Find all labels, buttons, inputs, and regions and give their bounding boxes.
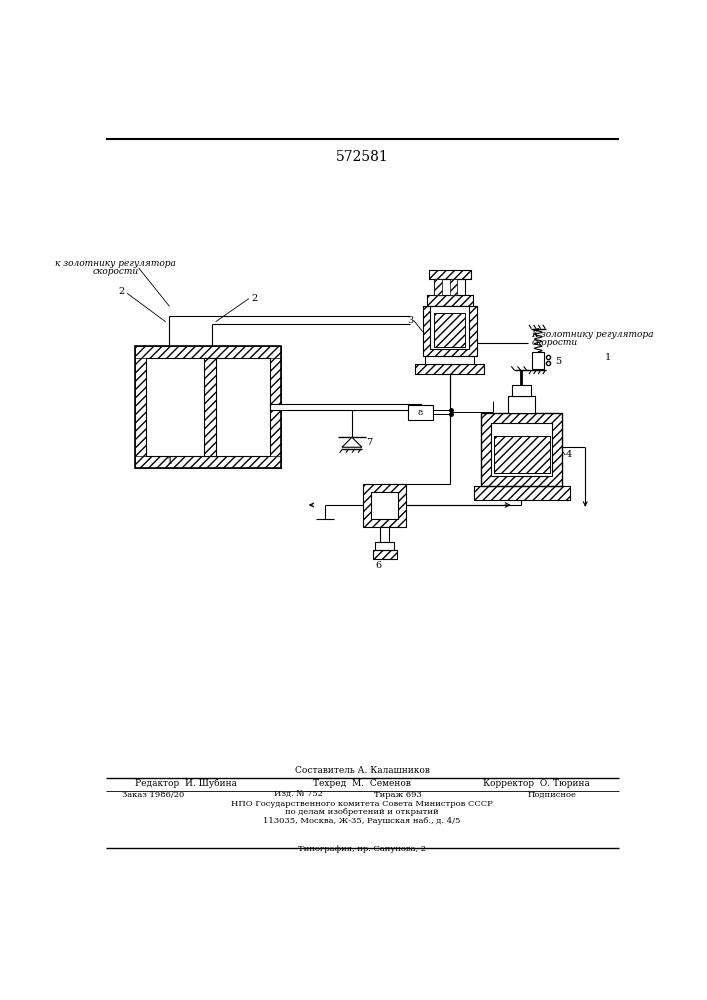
Bar	[474, 486, 570, 500]
Bar	[135, 346, 146, 468]
Bar	[434, 312, 465, 347]
Bar	[512, 385, 532, 396]
Bar	[146, 358, 269, 456]
Bar	[135, 346, 281, 358]
Bar	[269, 404, 421, 410]
Bar	[204, 358, 216, 456]
Text: 113035, Москва, Ж-35, Раушская наб., д. 4/5: 113035, Москва, Ж-35, Раушская наб., д. …	[263, 817, 461, 825]
Text: 6: 6	[376, 561, 382, 570]
Text: по делам изобретений и открытий: по делам изобретений и открытий	[285, 808, 439, 816]
Bar	[434, 312, 465, 347]
Bar	[423, 306, 477, 356]
Text: Заказ 1986/20: Заказ 1986/20	[122, 791, 185, 799]
Bar	[371, 492, 398, 519]
Bar	[408, 405, 433, 420]
Bar	[363, 484, 406, 527]
Text: 2: 2	[119, 287, 125, 296]
Text: к золотнику регулятора: к золотнику регулятора	[55, 259, 176, 268]
Text: Редактор  И. Шубина: Редактор И. Шубина	[136, 778, 238, 788]
Text: 2: 2	[251, 294, 257, 303]
Bar	[429, 270, 471, 279]
Bar	[426, 295, 473, 306]
Bar	[434, 279, 442, 295]
Polygon shape	[342, 437, 362, 447]
Text: 7: 7	[366, 438, 372, 447]
Bar	[415, 364, 484, 374]
Text: 1: 1	[604, 353, 611, 362]
Text: скорости: скорости	[532, 338, 578, 347]
Text: Тираж 693: Тираж 693	[374, 791, 422, 799]
Text: НПО Государственного комитета Совета Министров СССР: НПО Государственного комитета Совета Мин…	[231, 800, 493, 808]
Bar	[373, 550, 397, 559]
Bar	[135, 456, 281, 468]
Bar	[269, 346, 281, 468]
Bar	[450, 279, 457, 295]
Text: 4: 4	[566, 450, 572, 459]
Bar	[380, 527, 389, 542]
Bar	[481, 413, 562, 486]
Bar	[423, 306, 477, 356]
Bar	[375, 542, 395, 550]
Bar	[426, 295, 473, 306]
Text: Изд. № 752: Изд. № 752	[274, 791, 322, 799]
Text: Корректор  О. Тюрина: Корректор О. Тюрина	[484, 779, 590, 788]
Bar	[434, 279, 465, 295]
Bar	[491, 423, 552, 476]
Text: Составитель А. Калашников: Составитель А. Калашников	[295, 766, 429, 775]
Bar	[481, 413, 562, 486]
Text: Типография, пр. Сапунова, 2: Типография, пр. Сапунова, 2	[298, 845, 426, 853]
Bar	[493, 436, 550, 473]
Bar	[135, 346, 281, 468]
Text: Подписное: Подписное	[527, 791, 577, 799]
Text: 572581: 572581	[336, 150, 388, 164]
Text: Техред  М.  Семенов: Техред М. Семенов	[313, 779, 411, 788]
Text: К золотнику регулятора: К золотнику регулятора	[532, 330, 654, 339]
Text: 5: 5	[555, 357, 561, 366]
Bar	[532, 352, 544, 369]
Text: 3: 3	[407, 316, 414, 325]
Bar	[415, 364, 484, 374]
Text: скорости: скорости	[93, 267, 139, 276]
Bar	[431, 306, 469, 349]
Bar	[373, 550, 397, 559]
Bar	[474, 486, 570, 500]
Bar	[363, 484, 406, 527]
Bar	[493, 436, 550, 473]
Bar	[425, 356, 474, 364]
Bar	[204, 358, 216, 456]
Bar	[508, 396, 535, 413]
Text: 8: 8	[418, 409, 423, 417]
Bar	[429, 270, 471, 279]
Text: 1: 1	[166, 457, 173, 466]
